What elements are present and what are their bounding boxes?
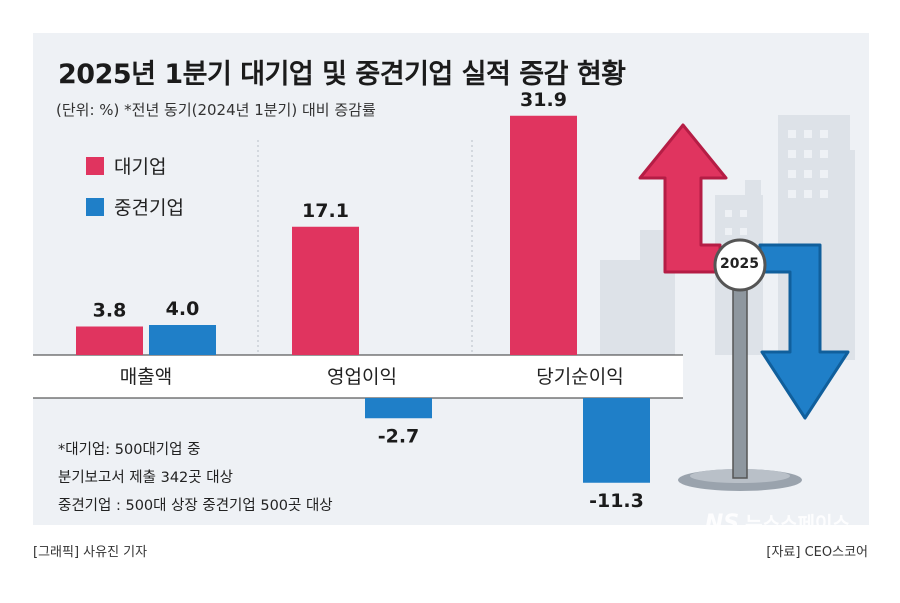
watermark-logo: NS — [704, 511, 740, 536]
down-arrow-icon — [758, 243, 850, 420]
sign-year-label: 2025 — [720, 256, 759, 272]
bar-mid-0 — [149, 325, 216, 355]
category-strip — [33, 355, 683, 398]
data-label: -2.7 — [378, 425, 420, 447]
data-label: 17.1 — [302, 200, 349, 222]
bar-mid-1 — [365, 398, 432, 419]
bar-mid-2 — [583, 398, 650, 483]
chart-subtitle: (단위: %) *전년 동기(2024년 1분기) 대비 증감률 — [56, 101, 376, 119]
category-label: 매출액 — [120, 366, 172, 388]
legend-swatch-large — [86, 157, 104, 175]
up-arrow-icon — [638, 123, 728, 274]
graphic-credit: [그래픽] 사유진 기자 — [33, 545, 148, 560]
data-label: -11.3 — [589, 490, 644, 512]
watermark-name: 뉴스스페이스 — [745, 513, 850, 535]
source-credit: [자료] CEO스코어 — [766, 545, 868, 560]
legend-label-mid: 중견기업 — [114, 197, 184, 219]
category-label: 당기순이익 — [536, 366, 623, 388]
footnote-line: 중견기업 : 500대 상장 중견기업 500곳 대상 — [58, 498, 333, 514]
sign-pole — [732, 281, 748, 479]
category-label: 영업이익 — [327, 366, 397, 388]
chart-title: 2025년 1분기 대기업 및 중견기업 실적 증감 현황 — [58, 59, 626, 90]
data-label: 3.8 — [93, 300, 127, 322]
bar-large-1 — [292, 226, 359, 355]
city-windows — [725, 130, 828, 235]
data-label: 31.9 — [520, 89, 567, 111]
footnote-line: 분기보고서 제출 342곳 대상 — [58, 470, 233, 486]
footnote-line: *대기업: 500대기업 중 — [58, 442, 201, 458]
sign-plate — [713, 238, 767, 292]
watermark: NS 뉴스스페이스 — [705, 509, 850, 536]
bar-large-0 — [76, 326, 143, 355]
trend-arrows-illustration — [638, 123, 850, 491]
data-label: 4.0 — [166, 298, 200, 320]
legend-label-large: 대기업 — [114, 156, 167, 178]
legend-swatch-mid — [86, 198, 104, 216]
bar-large-2 — [510, 115, 577, 355]
